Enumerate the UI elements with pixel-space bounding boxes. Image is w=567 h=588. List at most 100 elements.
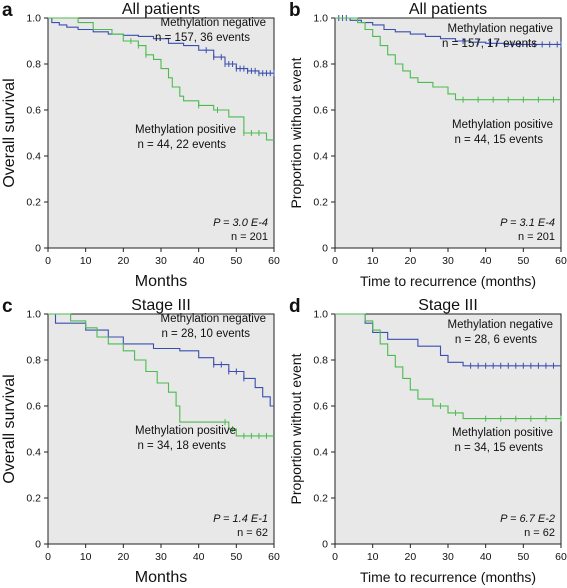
x-tick-label: 20 [404,255,416,267]
y-tick-label: 0.8 [313,59,328,71]
panel-a: a All patients 0 10 20 30 40 50 60 0 0.2 0.4 0.6 0.8 1… [1,0,280,290]
x-tick-label: 10 [80,551,92,563]
y-tick-label: 0.8 [26,59,41,71]
x-tick-label: 20 [404,551,416,563]
panel-b: b All patients 0 10 20 30 40 50 60 0 0.2 0.4 0.6 0.8 1… [288,0,567,289]
panel-letter: a [2,0,13,21]
total-n: n = 62 [237,527,268,539]
x-tick-label: 50 [517,255,529,267]
panel-title: All patients [409,1,487,18]
x-tick-label: 50 [230,551,242,563]
series-methylation-positive [48,313,274,439]
y-tick-label: 0.4 [313,447,328,459]
positive-count: n = 44, 22 events [137,139,226,151]
p-value: P = 1.4 E-1 [213,513,268,525]
x-tick-label: 30 [155,255,167,267]
x-tick-label: 10 [367,551,379,563]
y-tick-label: 1.0 [26,13,41,25]
positive-label: Methylation positive [135,425,236,437]
x-tick-label: 40 [480,255,492,267]
panel-title: Stage III [131,297,191,314]
y-tick-label: 0.4 [26,151,41,163]
negative-label: Methylation negative [448,23,553,35]
x-tick-label: 20 [117,255,129,267]
x-tick-label: 40 [193,255,205,267]
p-value: P = 3.1 E-4 [500,217,555,229]
plot-area [334,17,562,249]
negative-count: n = 28, 6 events [455,334,537,346]
x-tick-label: 0 [45,551,51,563]
panel-letter: c [2,296,13,317]
y-axis-label: Overall survival [1,374,18,483]
negative-label: Methylation negative [161,17,266,29]
negative-count: n = 28, 10 events [161,328,250,340]
y-tick-label: 0.4 [313,151,328,163]
survival-curve [48,17,274,141]
panel-title: Stage III [418,297,478,314]
x-axis-label: Months [135,569,187,586]
series-methylation-positive [335,313,562,422]
plot-area [47,17,275,249]
y-tick-label: 0 [322,243,328,255]
y-tick-label: 0.4 [26,447,41,459]
total-n: n = 201 [231,231,268,243]
y-tick-label: 0.2 [313,493,328,505]
x-axis-label: Time to recurrence (months) [360,569,536,585]
p-value: P = 3.0 E-4 [213,217,268,229]
panel-d: d Stage III 0 10 20 30 40 50 60 0 0.2 0.4 0.6 0.8 1.0 T… [288,296,567,585]
series-methylation-positive [335,17,561,103]
y-tick-label: 0.6 [26,401,41,413]
x-tick-label: 0 [332,255,338,267]
x-tick-label: 50 [517,551,529,563]
positive-count: n = 44, 15 events [454,134,543,146]
positive-label: Methylation positive [135,124,236,136]
y-tick-label: 0 [322,539,328,551]
negative-label: Methylation negative [448,319,553,331]
survival-curve [48,313,274,437]
series-methylation-negative [48,17,275,77]
y-tick-label: 0 [35,243,41,255]
x-tick-label: 60 [268,255,280,267]
negative-label: Methylation negative [161,313,266,325]
y-tick-label: 0.8 [313,355,328,367]
panel-c: c Stage III 0 10 20 30 40 50 60 0 0.2 0.4 0.6 0.8 1.0 M… [1,296,280,586]
y-tick-label: 0.2 [313,197,328,209]
survival-curve [48,17,274,74]
plot-area [334,313,562,545]
y-tick-label: 1.0 [313,13,328,25]
x-tick-label: 40 [480,551,492,563]
x-axis-label: Time to recurrence (months) [360,273,536,289]
x-tick-label: 60 [555,255,567,267]
x-tick-label: 30 [155,551,167,563]
y-axis-label: Proportion without event [288,353,304,504]
survival-curve [335,313,561,367]
y-tick-label: 1.0 [313,309,328,321]
y-tick-label: 0.8 [26,355,41,367]
positive-count: n = 34, 15 events [454,442,543,454]
x-tick-label: 0 [45,255,51,267]
x-tick-label: 30 [442,551,454,563]
x-tick-label: 50 [230,255,242,267]
negative-count: n = 157, 36 events [155,32,250,44]
panel-letter: d [289,296,301,317]
panel-letter: b [289,0,301,21]
x-tick-label: 30 [442,255,454,267]
x-axis-label: Months [135,273,187,290]
y-tick-label: 0.2 [26,197,41,209]
p-value: P = 6.7 E-2 [500,513,555,525]
x-tick-label: 0 [332,551,338,563]
x-tick-label: 40 [193,551,205,563]
y-tick-label: 1.0 [26,309,41,321]
panel-title: All patients [122,1,200,18]
negative-count: n = 157, 17 events [442,38,537,50]
survival-curve [335,17,561,101]
total-n: n = 62 [524,527,555,539]
positive-count: n = 34, 18 events [137,440,226,452]
y-tick-label: 0.2 [26,493,41,505]
positive-label: Methylation positive [452,427,553,439]
series-methylation-negative [335,313,561,369]
x-tick-label: 20 [117,551,129,563]
y-tick-label: 0 [35,539,41,551]
series-methylation-positive [48,17,274,141]
